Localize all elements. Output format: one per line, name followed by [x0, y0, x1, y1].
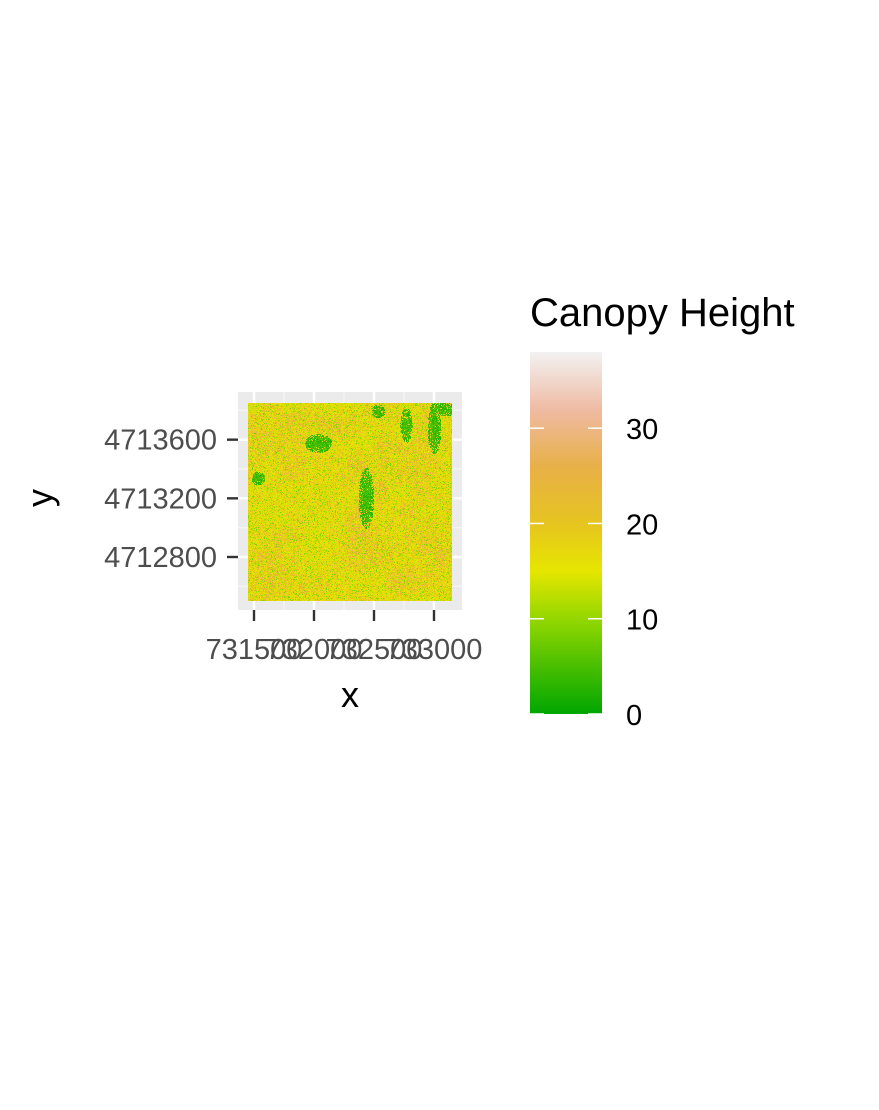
- x-tick-label: 732000: [266, 634, 363, 666]
- x-tick-label: 733000: [386, 634, 483, 666]
- legend-title: Canopy Height: [530, 291, 795, 335]
- y-axis-title: y: [19, 489, 60, 507]
- legend-colorbar: [530, 352, 602, 714]
- legend-tick-label: 10: [626, 605, 658, 637]
- canopy-height-raster: [248, 403, 452, 601]
- y-tick-label: 4712800: [104, 542, 217, 574]
- legend: Canopy Height 0 10 20 30: [530, 291, 795, 732]
- raster-image: [248, 403, 452, 601]
- y-tick-label: 4713600: [104, 425, 217, 457]
- y-axis: 4712800 4713200 4713600: [104, 425, 238, 574]
- x-tick-label: 732500: [326, 634, 423, 666]
- x-axis-title: x: [341, 674, 359, 715]
- legend-tick-label: 20: [626, 509, 658, 541]
- x-tick-label: 731500: [206, 634, 303, 666]
- legend-tick-label: 30: [626, 414, 658, 446]
- plot-panel: [238, 392, 462, 610]
- y-tick-label: 4713200: [104, 483, 217, 515]
- legend-tick-label: 0: [626, 700, 642, 732]
- legend-ticks: 0 10 20 30: [530, 414, 658, 732]
